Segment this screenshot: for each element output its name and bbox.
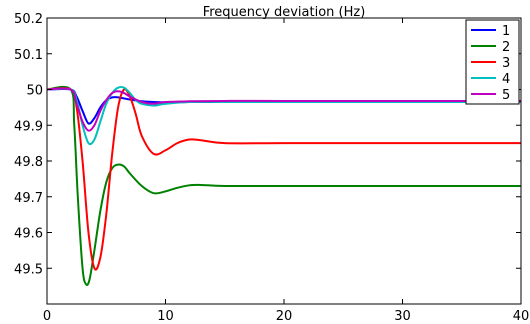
legend-label-2: 2: [502, 40, 510, 55]
y-tick-label: 50.1: [14, 48, 43, 63]
y-tick-label: 49.9: [14, 119, 43, 134]
legend-label-1: 1: [502, 24, 510, 39]
series-layer: [46, 85, 521, 287]
series-line-4: [46, 86, 521, 146]
series-line-3: [46, 87, 521, 271]
chart-title: Frequency deviation (Hz): [203, 5, 366, 20]
x-tick-label: 30: [394, 309, 411, 324]
y-tick-label: 49.5: [14, 262, 43, 277]
series-line-2: [46, 85, 521, 287]
y-tick-label: 49.8: [14, 155, 43, 170]
legend-label-5: 5: [502, 88, 510, 103]
y-tick-label: 50: [26, 84, 43, 99]
x-tick-label: 0: [43, 309, 51, 324]
ticks-layer: 0 10 20 30 40 49.5 49.6 49.7 49.8 49.9 50 50.1 50.2: [14, 12, 529, 324]
legend-label-4: 4: [502, 72, 510, 87]
y-tick-label: 49.7: [14, 191, 43, 206]
series-line-5: [46, 87, 521, 132]
x-tick-label: 20: [276, 309, 293, 324]
x-tick-label: 40: [513, 309, 530, 324]
x-tick-label: 10: [157, 309, 174, 324]
y-tick-label: 49.6: [14, 227, 43, 242]
plot-background: [47, 18, 521, 304]
y-tick-label: 50.2: [14, 12, 43, 27]
legend-label-3: 3: [502, 56, 510, 71]
